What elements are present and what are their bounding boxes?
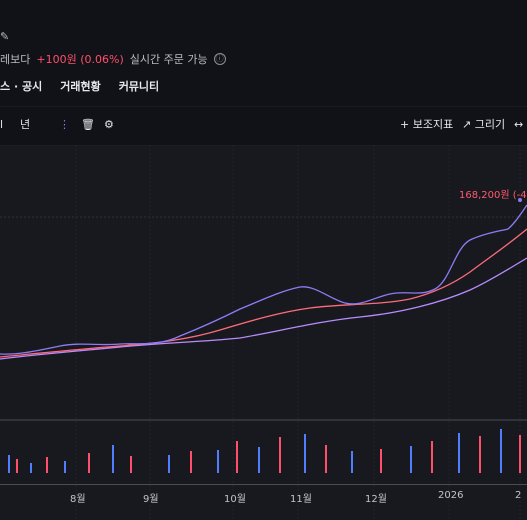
- info-icon[interactable]: ⓘ: [213, 53, 226, 65]
- latest-price-point: [518, 198, 522, 202]
- section-divider: [0, 106, 527, 107]
- x-tick-10: 10월: [224, 494, 246, 505]
- change-value: +100원 (0.06%): [36, 53, 124, 66]
- draw-button[interactable]: ↗ 그리기: [462, 118, 506, 131]
- x-tick-8: 8월: [70, 494, 86, 505]
- delete-icon[interactable]: 🗑: [81, 118, 95, 131]
- edit-icon[interactable]: ✎: [0, 30, 10, 43]
- order-status: 실시간 주문 가능: [129, 53, 208, 66]
- price-line: [0, 204, 527, 355]
- price-label: 168,200원 (-4.39%: [459, 190, 527, 201]
- tab-bar: 스 · 공시 거래현황 커뮤니티: [0, 78, 159, 96]
- chart-toolbar: l 년 ⋮ 🗑 ⚙ + 보조지표 ↗ 그리기 ↔: [0, 114, 527, 136]
- volume-bars: [8, 429, 521, 473]
- tab-community[interactable]: 커뮤니티: [118, 80, 160, 93]
- tab-trading-status[interactable]: 거래현황: [60, 80, 101, 93]
- price-chart: 168,200원 (-4.39% 8월 9월 10월 11월 12월 2026 …: [0, 145, 527, 520]
- chart-type-icon[interactable]: ⋮: [59, 118, 70, 131]
- x-tick-2: 2: [515, 490, 522, 501]
- grid: [0, 145, 527, 520]
- interval-year[interactable]: 년: [20, 118, 31, 131]
- quote-summary: 레보다 +100원 (0.06%) 실시간 주문 가능 ⓘ: [0, 51, 226, 67]
- ma-short-line: [0, 228, 527, 358]
- tab-news[interactable]: 스 · 공시: [0, 80, 43, 93]
- ma-long-line: [0, 257, 527, 360]
- x-tick-12: 12월: [365, 494, 387, 505]
- x-tick-2026: 2026: [438, 490, 464, 501]
- x-tick-9: 9월: [143, 494, 159, 505]
- top-bar: [0, 0, 527, 20]
- indicator-button[interactable]: + 보조지표: [400, 118, 454, 131]
- expand-icon[interactable]: ↔: [514, 118, 524, 131]
- chart-svg: [0, 145, 527, 520]
- x-axis-line: [0, 484, 527, 485]
- x-tick-11: 11월: [290, 494, 312, 505]
- settings-icon[interactable]: ⚙: [104, 118, 114, 131]
- interval-left[interactable]: l: [0, 118, 4, 131]
- quote-prefix: 레보다: [0, 53, 31, 66]
